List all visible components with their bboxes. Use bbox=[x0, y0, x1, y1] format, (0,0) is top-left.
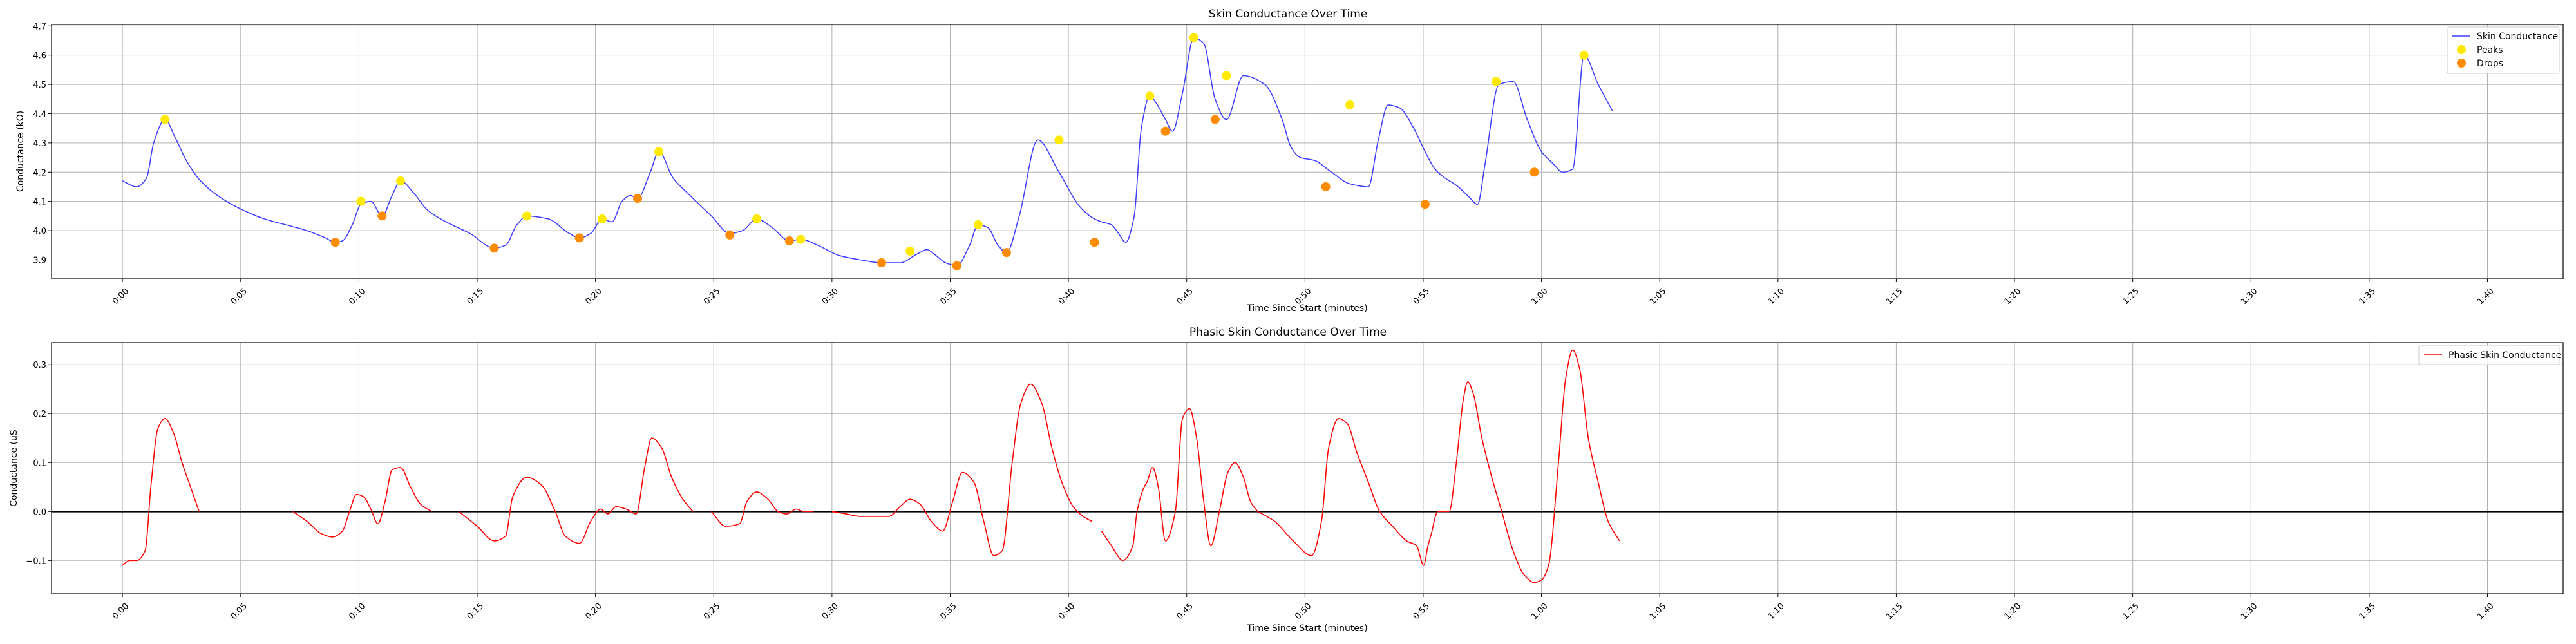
peak-marker bbox=[752, 214, 762, 223]
y-tick-label: 4.4 bbox=[33, 109, 46, 119]
y-tick-label: 4.1 bbox=[33, 198, 46, 207]
peak-marker bbox=[1579, 50, 1589, 60]
drop-marker bbox=[1530, 167, 1539, 177]
chart-title: Phasic Skin Conductance Over Time bbox=[1189, 326, 1387, 339]
drop-marker bbox=[377, 211, 387, 221]
legend-label: Peaks bbox=[2477, 45, 2503, 55]
legend: Skin Conductance Peaks Drops bbox=[2447, 26, 2560, 74]
drop-marker bbox=[784, 236, 794, 245]
series-line-segment bbox=[831, 383, 1092, 556]
y-axis-ticks: 3.9 4.0 4.1 4.2 4.3 4.4 4.5 4.6 4.7 bbox=[33, 22, 52, 265]
peak-marker bbox=[1345, 100, 1355, 109]
legend: Phasic Skin Conductance bbox=[2418, 345, 2561, 365]
x-axis-label: Time Since Start (minutes) bbox=[1246, 623, 1367, 634]
peak-marker bbox=[396, 176, 406, 185]
series-line bbox=[122, 37, 1613, 267]
plot-frame bbox=[51, 24, 2564, 279]
drop-marker bbox=[633, 194, 642, 204]
peak-marker bbox=[1145, 91, 1155, 101]
legend-box bbox=[2418, 345, 2560, 365]
y-tick-label: 4.2 bbox=[33, 168, 46, 178]
y-axis-label: Conductance (uS bbox=[9, 430, 19, 507]
peak-marker bbox=[1189, 33, 1198, 43]
legend-box bbox=[2447, 26, 2560, 74]
peak-marker bbox=[973, 220, 983, 230]
peak-marker bbox=[597, 214, 607, 223]
drop-marker bbox=[1001, 248, 1011, 258]
y-tick-label: 0.3 bbox=[33, 361, 46, 370]
peak-marker bbox=[160, 115, 170, 124]
y-tick-label: 4.5 bbox=[33, 80, 46, 90]
series-layer bbox=[122, 37, 1613, 267]
y-tick-label: 4.6 bbox=[33, 52, 46, 61]
y-axis-label: Conductance (kΩ) bbox=[15, 111, 26, 192]
y-tick-label: 0.2 bbox=[33, 410, 46, 419]
drop-marker bbox=[330, 238, 340, 247]
series-line-segment bbox=[711, 491, 814, 527]
peak-marker bbox=[1054, 135, 1064, 145]
peak-marker bbox=[654, 147, 664, 156]
peak-marker bbox=[522, 211, 532, 221]
x-axis-label: Time Since Start (minutes) bbox=[1246, 303, 1367, 314]
series-line-segment bbox=[1257, 349, 1620, 583]
y-tick-label: 0.0 bbox=[33, 507, 46, 517]
phasic-conductance-chart: Phasic Skin Conductance Over Time −0.1 0.… bbox=[9, 326, 2564, 634]
y-tick-label: 3.9 bbox=[33, 256, 46, 265]
peak-marker bbox=[796, 234, 806, 244]
series-line-segment bbox=[122, 417, 200, 566]
y-tick-label: −0.1 bbox=[26, 556, 46, 566]
drop-marker bbox=[1321, 182, 1331, 191]
peak-marker bbox=[356, 196, 366, 206]
series-line-segment bbox=[292, 467, 432, 538]
series-line-segment bbox=[458, 437, 694, 544]
series-line-segment bbox=[1101, 408, 1258, 562]
peak-marker bbox=[1222, 71, 1231, 80]
series-layer bbox=[122, 349, 1620, 583]
drop-marker bbox=[1090, 238, 1099, 247]
legend-label: Phasic Skin Conductance bbox=[2448, 350, 2561, 361]
drop-marker bbox=[876, 258, 886, 268]
chart-title: Skin Conductance Over Time bbox=[1209, 8, 1367, 21]
legend-label: Skin Conductance bbox=[2477, 32, 2558, 42]
y-tick-label: 0.1 bbox=[33, 459, 46, 468]
grid bbox=[52, 24, 2563, 279]
y-tick-label: 4.3 bbox=[33, 139, 46, 149]
peak-marker bbox=[905, 246, 915, 256]
y-axis-ticks: −0.1 0.0 0.1 0.2 0.3 bbox=[26, 361, 52, 566]
peak-marker bbox=[1492, 77, 1501, 86]
legend-drop-swatch bbox=[2457, 59, 2466, 68]
markers-layer bbox=[160, 33, 1589, 270]
drop-marker bbox=[1210, 115, 1220, 124]
legend-label: Drops bbox=[2477, 59, 2503, 69]
skin-conductance-chart: Skin Conductance Over Time 3.9 4.0 4.1 4.2 4… bbox=[15, 8, 2564, 314]
drop-marker bbox=[725, 230, 735, 240]
legend-peak-swatch bbox=[2457, 45, 2466, 54]
drop-marker bbox=[489, 243, 499, 253]
plot-frame bbox=[51, 342, 2564, 594]
y-tick-label: 4.7 bbox=[33, 22, 46, 32]
drop-marker bbox=[574, 233, 584, 243]
drop-marker bbox=[1420, 200, 1430, 209]
drop-marker bbox=[952, 261, 961, 270]
y-tick-label: 4.0 bbox=[33, 227, 46, 236]
drop-marker bbox=[1160, 126, 1170, 136]
